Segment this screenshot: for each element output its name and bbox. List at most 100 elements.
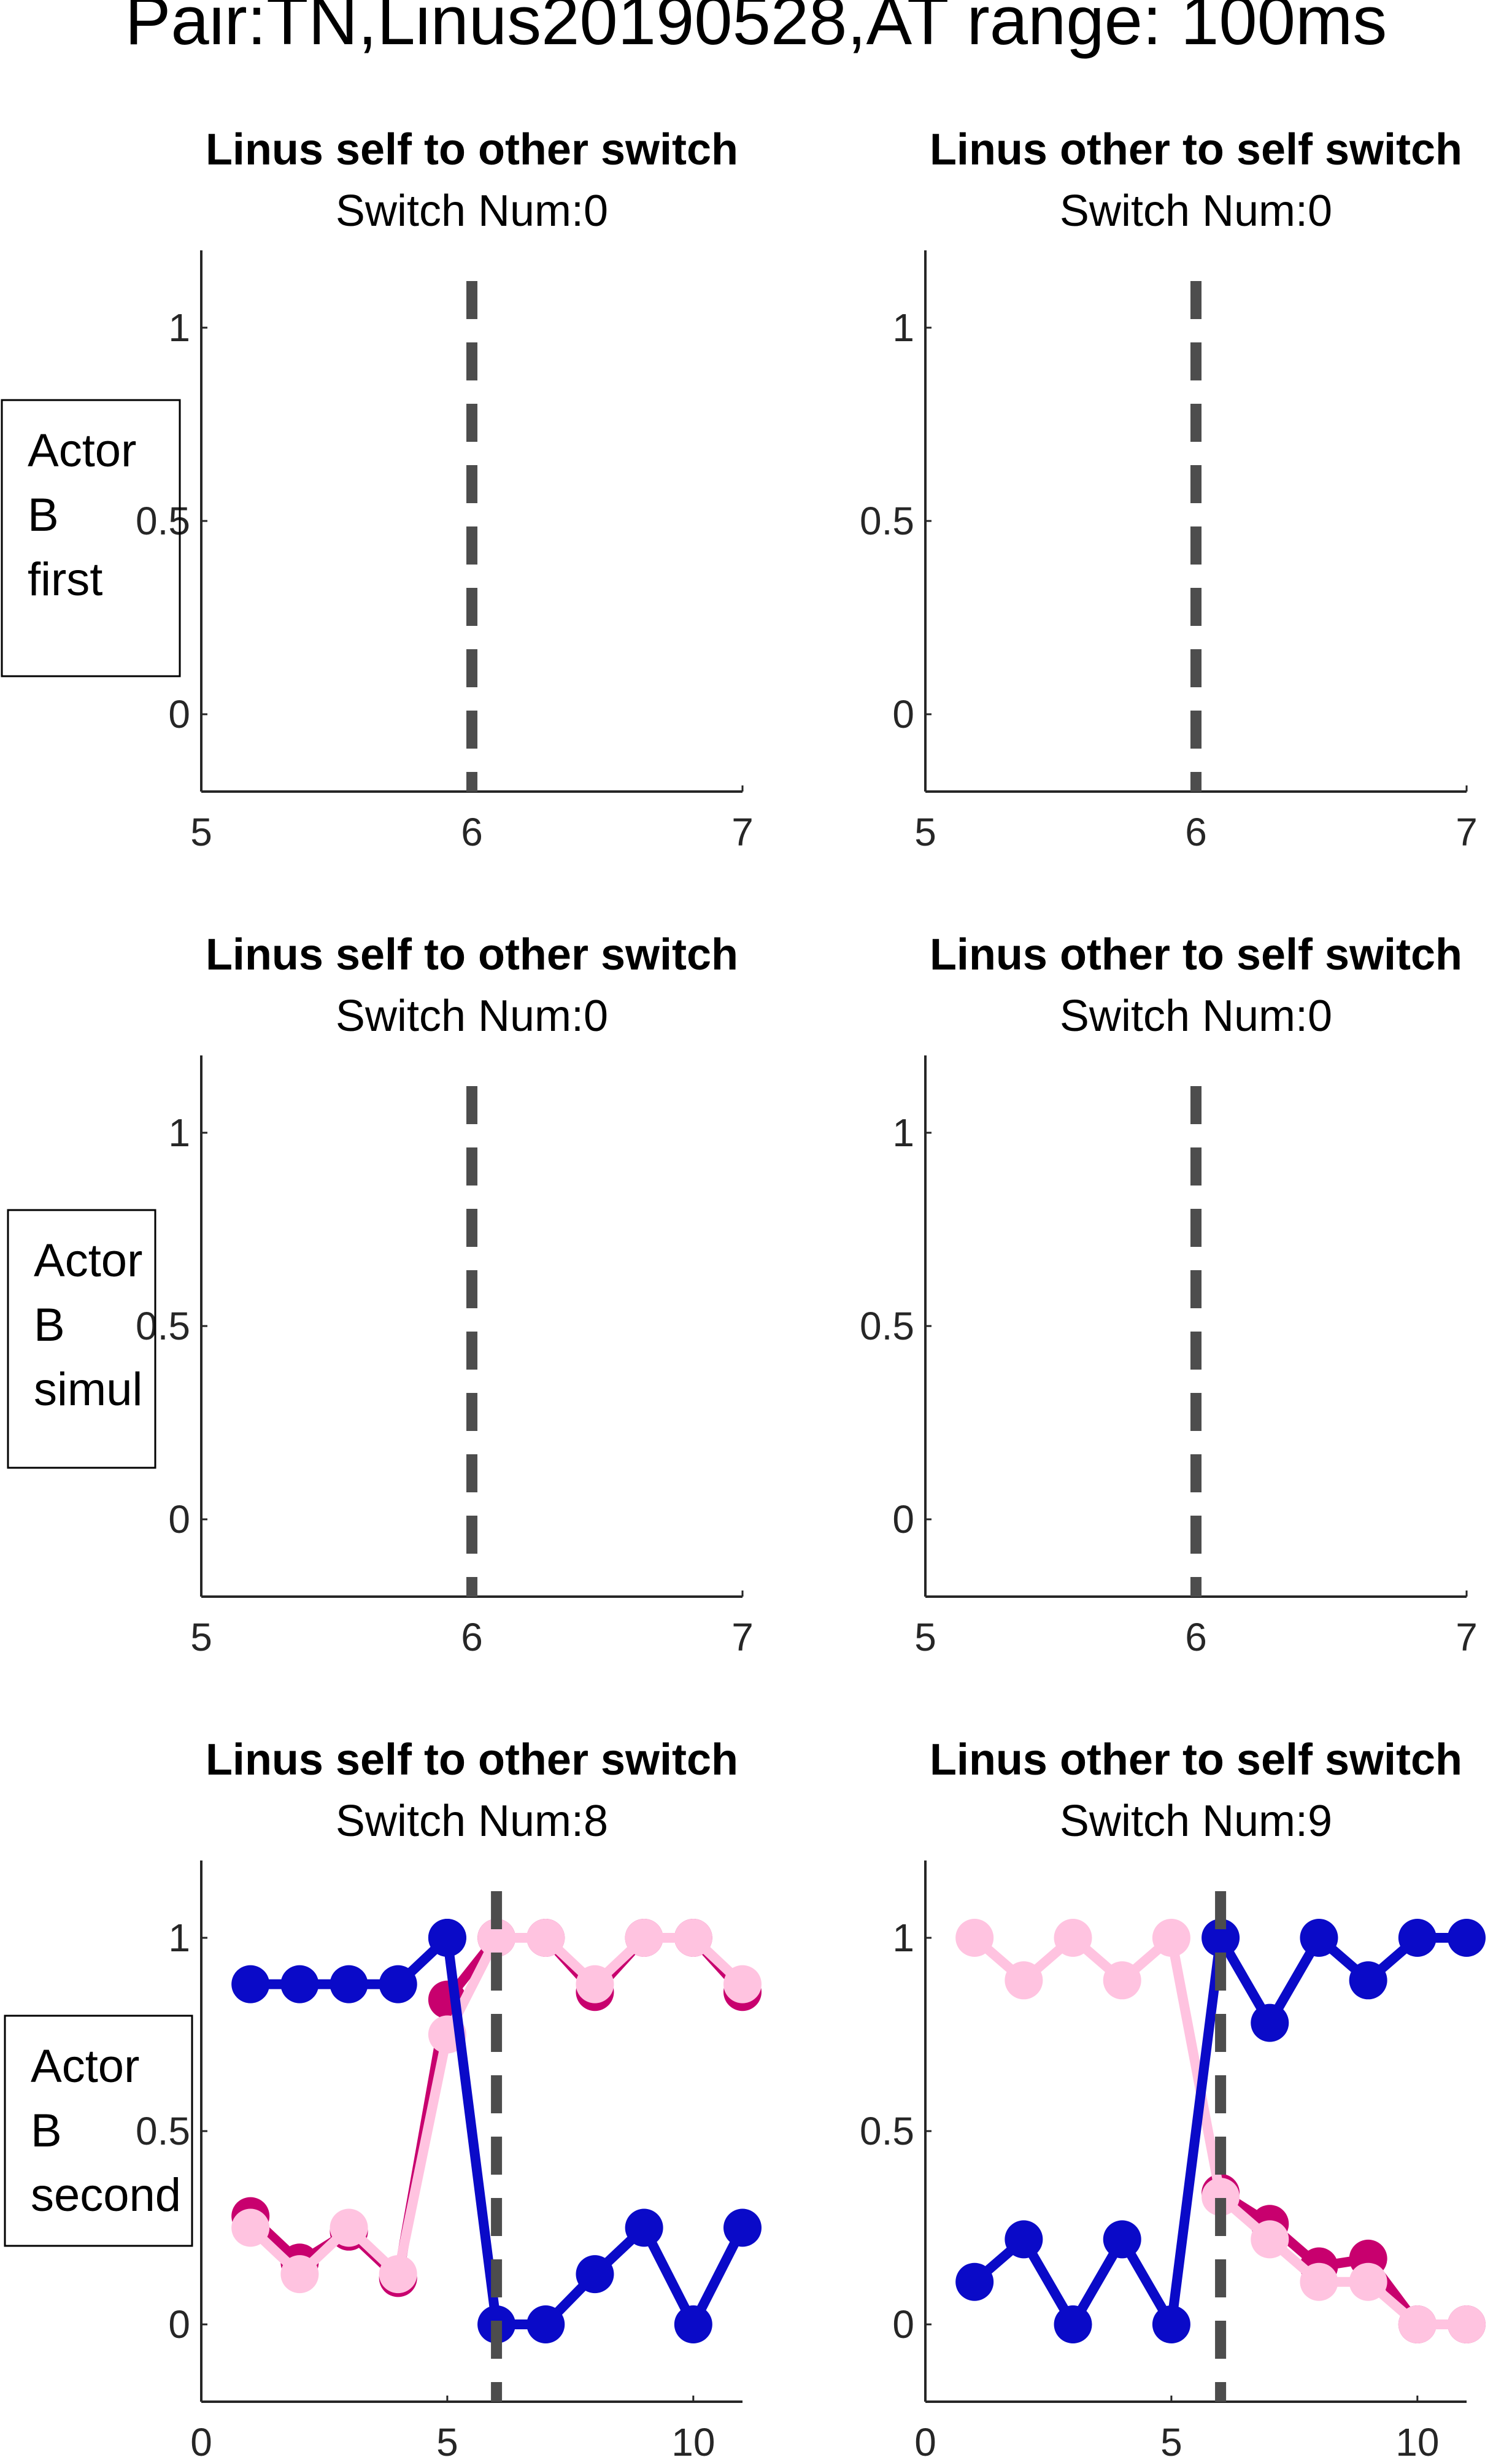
- chart-subtitle: Switch Num:0: [336, 992, 608, 1041]
- y-tick-label: 1: [168, 306, 190, 350]
- x-tick-label: 5: [190, 1615, 212, 1659]
- x-tick-label: 0: [190, 2420, 212, 2460]
- data-point: [1005, 1961, 1043, 2000]
- x-tick-label: 7: [731, 810, 754, 854]
- y-tick-label: 0.5: [136, 499, 190, 543]
- chart-title: Linus self to other switch: [206, 930, 738, 979]
- x-tick-label: 5: [914, 1615, 936, 1659]
- chart-subtitle: Switch Num:0: [1060, 187, 1332, 236]
- x-tick-label: 7: [1456, 810, 1478, 854]
- row-label-line: second: [31, 2169, 181, 2221]
- data-point: [280, 1965, 319, 2003]
- y-tick-label: 0.5: [136, 1304, 190, 1348]
- chart-panel: Linus self to other switch Switch Num:8 0 5…: [136, 1735, 762, 2460]
- x-tick-label: 6: [1185, 1615, 1207, 1659]
- y-tick-label: 0.5: [136, 2109, 190, 2153]
- data-point: [1152, 2305, 1190, 2343]
- data-point: [1251, 2003, 1289, 2042]
- row-label-line: B: [31, 2105, 62, 2157]
- x-tick-label: 6: [461, 810, 483, 854]
- x-tick-label: 10: [671, 2420, 715, 2460]
- data-point: [1448, 2305, 1486, 2343]
- x-tick-label: 0: [914, 2420, 936, 2460]
- chart-subtitle: Switch Num:0: [336, 187, 608, 236]
- data-point: [231, 2208, 270, 2247]
- chart-subtitle: Switch Num:9: [1060, 1797, 1332, 1846]
- y-tick-label: 0: [892, 692, 914, 736]
- data-point: [1300, 1919, 1338, 1957]
- data-point: [526, 2305, 565, 2343]
- data-point: [231, 1965, 270, 2003]
- chart-title: Linus other to self switch: [930, 1735, 1462, 1784]
- data-point: [1202, 2178, 1240, 2216]
- data-point: [1005, 2220, 1043, 2259]
- data-point: [526, 1919, 565, 1957]
- data-point: [723, 2208, 762, 2247]
- figure-title: Pair:TN,Linus20190528,AT range: 100ms: [125, 0, 1387, 59]
- y-tick-label: 1: [892, 306, 914, 350]
- y-tick-label: 0.5: [860, 2109, 914, 2153]
- chart-panel: Linus self to other switch Switch Num:0 5 6…: [136, 125, 754, 854]
- chart-panel: Linus self to other switch Switch Num:0 5 6…: [136, 930, 754, 1659]
- y-tick-label: 0: [168, 692, 190, 736]
- data-point: [1054, 2305, 1092, 2343]
- x-tick-label: 5: [914, 810, 936, 854]
- data-point: [1448, 1919, 1486, 1957]
- x-tick-label: 10: [1395, 2420, 1439, 2460]
- y-tick-label: 1: [892, 1111, 914, 1155]
- chart-title: Linus self to other switch: [206, 125, 738, 174]
- x-tick-label: 6: [1185, 810, 1207, 854]
- chart-subtitle: Switch Num:8: [336, 1797, 608, 1846]
- data-point: [1251, 2220, 1289, 2259]
- data-point: [576, 1965, 614, 2003]
- x-tick-label: 5: [1160, 2420, 1182, 2460]
- row-label-line: B: [28, 489, 59, 541]
- row-label-line: Actor: [34, 1235, 142, 1287]
- data-point: [477, 1919, 516, 1957]
- data-point: [625, 1919, 663, 1957]
- y-tick-label: 0.5: [860, 499, 914, 543]
- chart-title: Linus other to self switch: [930, 125, 1462, 174]
- data-point: [330, 2208, 368, 2247]
- data-point: [1398, 2305, 1437, 2343]
- chart-panel: Linus other to self switch Switch Num:0 5 6…: [860, 125, 1478, 854]
- x-tick-label: 7: [1456, 1615, 1478, 1659]
- data-point: [1349, 2262, 1387, 2301]
- data-point: [280, 2255, 319, 2294]
- data-point: [1349, 1961, 1387, 2000]
- chart-panel: Linus other to self switch Switch Num:0 5 6…: [860, 930, 1478, 1659]
- x-tick-label: 5: [436, 2420, 458, 2460]
- y-tick-label: 1: [168, 1916, 190, 1960]
- data-point: [955, 1919, 994, 1957]
- y-tick-label: 0.5: [860, 1304, 914, 1348]
- y-tick-label: 0: [168, 1497, 190, 1541]
- row-label-line: Actor: [31, 2040, 139, 2092]
- data-point: [1300, 2262, 1338, 2301]
- y-tick-label: 0: [168, 2302, 190, 2346]
- data-point: [1202, 1919, 1240, 1957]
- data-point: [428, 1919, 466, 1957]
- data-point: [674, 2305, 712, 2343]
- data-point: [576, 2255, 614, 2294]
- chart-title: Linus self to other switch: [206, 1735, 738, 1784]
- data-point: [1054, 1919, 1092, 1957]
- y-tick-label: 0: [892, 2302, 914, 2346]
- chart-panel: Linus other to self switch Switch Num:9 0 5…: [860, 1735, 1486, 2460]
- data-point: [330, 1965, 368, 2003]
- y-tick-label: 0: [892, 1497, 914, 1541]
- data-point: [379, 2255, 417, 2294]
- data-point: [1103, 1961, 1141, 2000]
- x-tick-label: 7: [731, 1615, 754, 1659]
- x-tick-label: 5: [190, 810, 212, 854]
- data-point: [674, 1919, 712, 1957]
- row-label-line: B: [34, 1299, 65, 1351]
- data-point: [955, 2262, 994, 2301]
- data-point: [1398, 1919, 1437, 1957]
